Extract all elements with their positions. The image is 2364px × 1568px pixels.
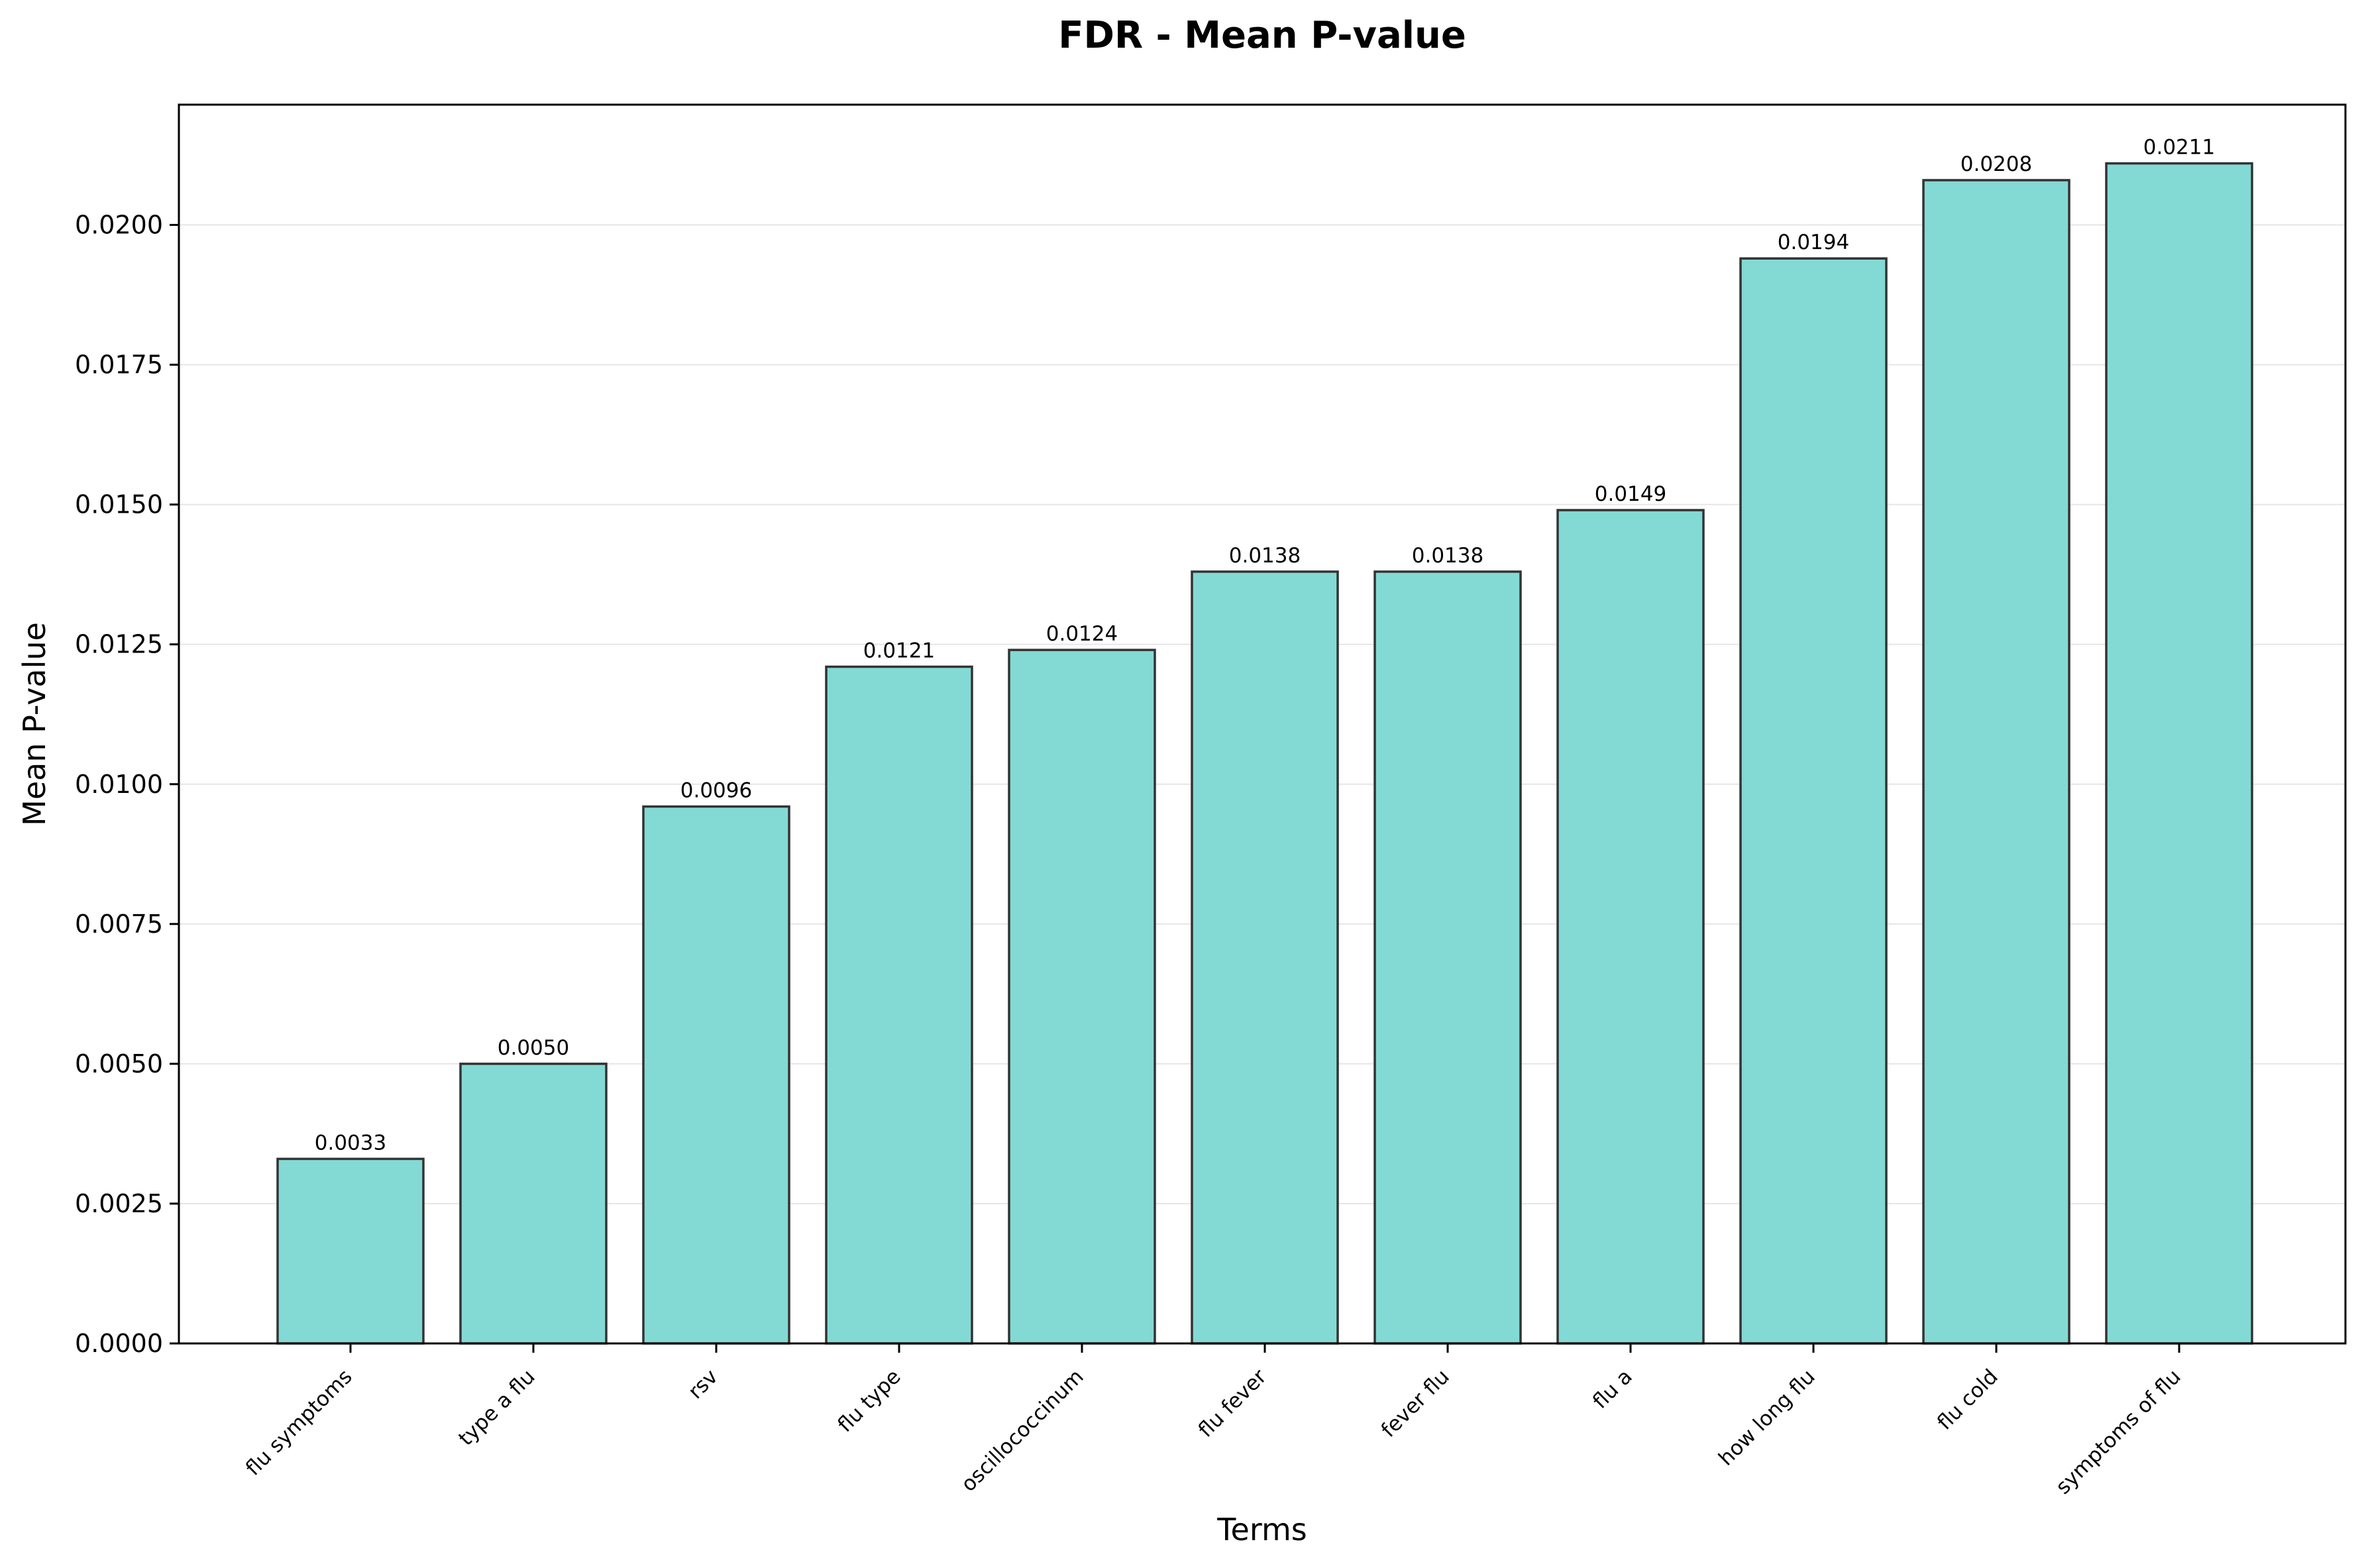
bar-flu-symptoms bbox=[276, 1157, 425, 1345]
data-labels: 0.0033 0.0050 0.0096 0.0121 0.0124 0.0138 0.01… bbox=[315, 136, 2215, 1155]
y-tick-label: 0.0150 bbox=[75, 490, 163, 519]
data-label: 0.0211 bbox=[2143, 136, 2215, 160]
data-label: 0.0208 bbox=[1961, 152, 2032, 176]
chart-title: FDR - Mean P-value bbox=[1058, 14, 1466, 57]
y-tick-label: 0.0075 bbox=[75, 910, 163, 939]
bar-rsv bbox=[642, 805, 790, 1345]
bar-flu-a bbox=[1556, 509, 1705, 1345]
y-axis-label: Mean P-value bbox=[17, 622, 52, 826]
bar-flu-type bbox=[825, 665, 973, 1345]
data-label: 0.0124 bbox=[1046, 622, 1118, 646]
y-tick-label: 0.0125 bbox=[75, 630, 163, 659]
y-tick-label: 0.0175 bbox=[75, 350, 163, 380]
data-label: 0.0138 bbox=[1412, 544, 1483, 568]
y-tick-label: 0.0200 bbox=[75, 211, 163, 240]
data-label: 0.0149 bbox=[1595, 482, 1666, 506]
bar-flu-fever bbox=[1191, 570, 1339, 1345]
y-tick-label: 0.0050 bbox=[75, 1049, 163, 1078]
bar-how-long-flu bbox=[1739, 257, 1888, 1345]
bar-flu-cold bbox=[1922, 179, 2070, 1345]
bar-symptoms-of-flu bbox=[2105, 162, 2253, 1345]
data-label: 0.0096 bbox=[680, 779, 752, 803]
y-tick-label: 0.0000 bbox=[75, 1329, 163, 1358]
data-label: 0.0138 bbox=[1229, 544, 1301, 568]
y-axis-ticks: 0.0000 0.0025 0.0050 0.0075 0.0100 0.0125 0.01… bbox=[75, 211, 179, 1358]
x-axis-label: Terms bbox=[1216, 1512, 1307, 1547]
plot-frame bbox=[178, 103, 2347, 1345]
y-tick-label: 0.0100 bbox=[75, 770, 163, 799]
y-tick-label: 0.0025 bbox=[75, 1189, 163, 1218]
data-label: 0.0194 bbox=[1778, 231, 1849, 254]
bar-fever-flu bbox=[1373, 570, 1522, 1345]
bars bbox=[276, 162, 2253, 1345]
data-label: 0.0033 bbox=[315, 1131, 386, 1155]
bar-type-a-flu bbox=[459, 1063, 608, 1345]
bar-oscillococcinum bbox=[1008, 649, 1156, 1345]
data-label: 0.0121 bbox=[863, 639, 935, 662]
data-label: 0.0050 bbox=[498, 1036, 569, 1060]
